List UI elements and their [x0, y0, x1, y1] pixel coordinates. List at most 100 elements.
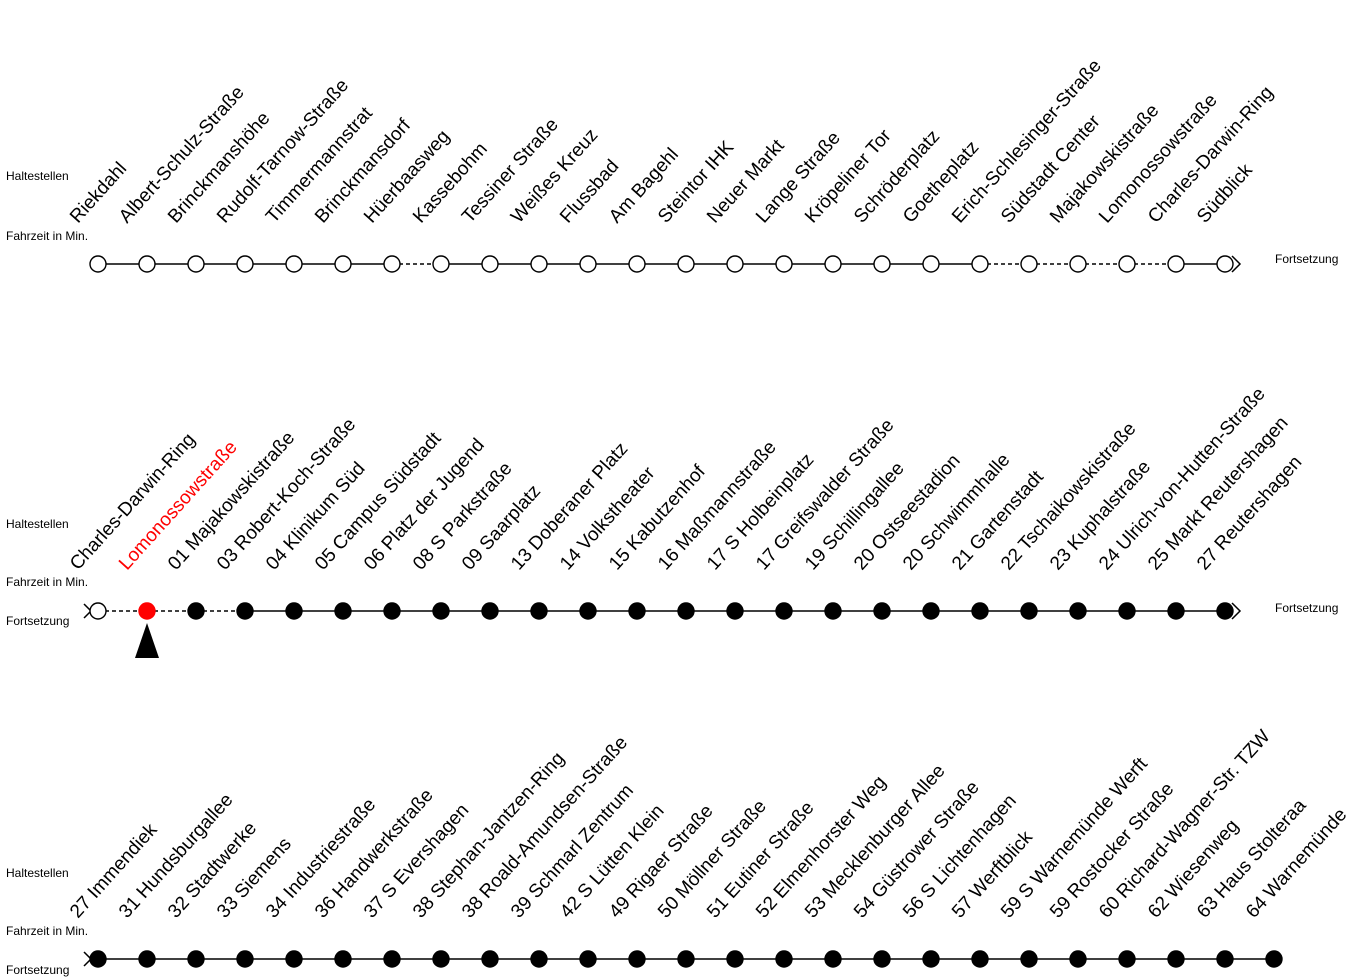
stop-marker [971, 950, 989, 968]
stop-marker [1118, 602, 1136, 620]
stops-label: Haltestellen [6, 517, 69, 531]
continuation-left-label: Fortsetzung [6, 614, 69, 628]
stop-marker [971, 602, 989, 620]
stop-marker [89, 255, 107, 273]
stop-marker [1118, 950, 1136, 968]
stop-marker [285, 255, 303, 273]
stop-marker [1216, 950, 1234, 968]
stop-label: Schröderplatz [850, 126, 944, 227]
stop-marker [530, 950, 548, 968]
stop-marker [481, 255, 499, 273]
stop-marker [677, 950, 695, 968]
stop-marker [873, 255, 891, 273]
stop-name: S Evershagen [378, 800, 473, 903]
stop-marker [873, 602, 891, 620]
stop-marker [236, 255, 254, 273]
stop-marker [432, 255, 450, 273]
stop-marker [187, 602, 205, 620]
stop-marker [432, 950, 450, 968]
stop-name: Schröderplatz [850, 126, 944, 227]
stop-marker [1020, 255, 1038, 273]
stop-marker [1167, 255, 1185, 273]
stop-marker [138, 602, 156, 620]
stop-marker [236, 602, 254, 620]
stop-marker [1265, 950, 1283, 968]
stop-name: Kröpeliner Tor [801, 125, 896, 227]
current-position-pointer-icon [135, 623, 159, 658]
stop-marker [1216, 602, 1234, 620]
stop-marker [1069, 602, 1087, 620]
stop-marker [726, 255, 744, 273]
time-label: Fahrzeit in Min. [6, 575, 88, 589]
stop-name: Hüerbaasweg [360, 126, 454, 227]
stop-marker [89, 950, 107, 968]
continuation-out-arrow [1231, 255, 1242, 273]
stop-marker [530, 255, 548, 273]
continuation-out-arrow [1231, 602, 1242, 620]
row-1: Haltestellen Fahrzeit in Min. Fortsetzun… [6, 56, 1338, 273]
stop-marker [432, 602, 450, 620]
stop-marker [579, 950, 597, 968]
stop-marker [1020, 602, 1038, 620]
stop-marker [628, 602, 646, 620]
row-3: Haltestellen Fahrzeit in Min. Fortsetzun… [6, 726, 1351, 977]
stop-marker [383, 602, 401, 620]
stop-marker [138, 255, 156, 273]
stop-marker [285, 602, 303, 620]
continuation-left-label: Fortsetzung [6, 963, 69, 977]
row-2: Haltestellen Fahrzeit in Min. Fortsetzun… [6, 384, 1338, 658]
stop-marker [775, 255, 793, 273]
row-1-stops: RiekdahlAlbert-Schulz-StraßeBrinckmanshö… [66, 56, 1278, 273]
stop-marker [1118, 255, 1136, 273]
stop-name: Weißes Kreuz [507, 125, 602, 227]
stop-marker [628, 255, 646, 273]
stop-label: Kröpeliner Tor [801, 125, 896, 227]
stop-marker [383, 950, 401, 968]
stop-marker [236, 950, 254, 968]
stop-marker [334, 255, 352, 273]
stop-marker [824, 950, 842, 968]
stop-marker [775, 950, 793, 968]
stop-marker [1069, 255, 1087, 273]
stop-marker [775, 602, 793, 620]
time-label: Fahrzeit in Min. [6, 229, 88, 243]
stop-name: Rigaer Straße [623, 801, 718, 903]
stop-marker [1216, 255, 1234, 273]
stop-marker [334, 602, 352, 620]
stop-marker [628, 950, 646, 968]
stop-label: 27 Immendiek [66, 819, 162, 922]
stop-name: S Lütten Klein [574, 801, 669, 903]
stop-marker [726, 950, 744, 968]
stop-marker [1167, 602, 1185, 620]
continuation-right-label: Fortsetzung [1275, 252, 1338, 266]
stop-marker [89, 602, 107, 620]
stop-marker [922, 255, 940, 273]
stop-name: Reutershagen [1211, 452, 1306, 555]
stop-label: Hüerbaasweg [360, 126, 454, 227]
stop-marker [187, 950, 205, 968]
stop-marker [971, 255, 989, 273]
stop-marker [383, 255, 401, 273]
stop-marker [579, 602, 597, 620]
stop-marker [824, 255, 842, 273]
stop-marker [579, 255, 597, 273]
stop-marker [187, 255, 205, 273]
stop-label: Weißes Kreuz [507, 125, 602, 227]
stop-marker [824, 602, 842, 620]
stop-marker [334, 950, 352, 968]
stops-label: Haltestellen [6, 866, 69, 880]
stop-marker [481, 950, 499, 968]
stop-marker [481, 602, 499, 620]
stop-marker [1020, 950, 1038, 968]
stop-marker [530, 602, 548, 620]
stop-marker [1167, 950, 1185, 968]
stop-marker [922, 602, 940, 620]
stops-label: Haltestellen [6, 169, 69, 183]
stop-marker [677, 602, 695, 620]
stop-marker [873, 950, 891, 968]
continuation-right-label: Fortsetzung [1275, 601, 1338, 615]
stop-marker [677, 255, 695, 273]
